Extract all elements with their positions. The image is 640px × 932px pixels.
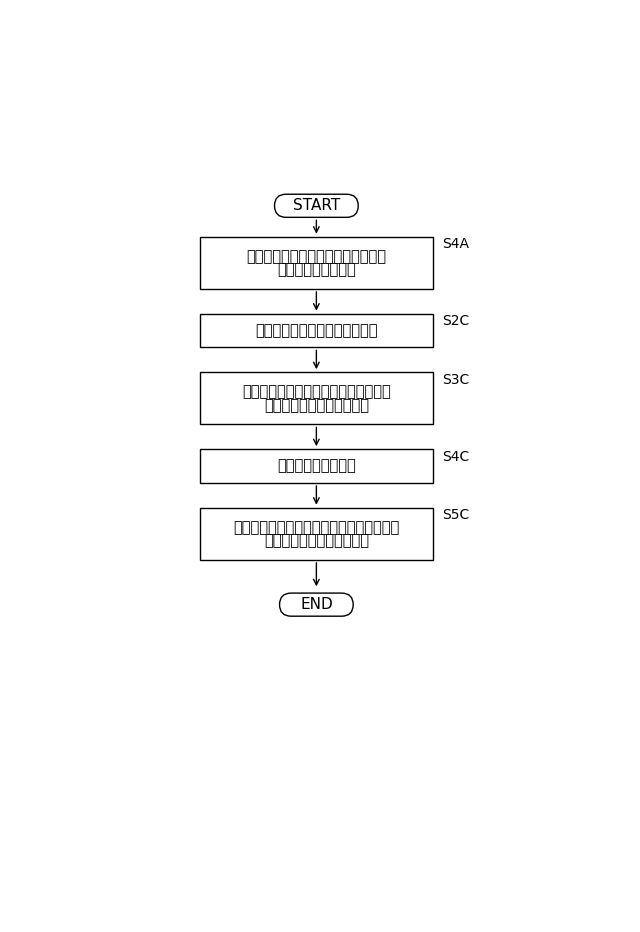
- FancyBboxPatch shape: [200, 449, 433, 483]
- Text: S2C: S2C: [442, 314, 469, 328]
- FancyBboxPatch shape: [200, 237, 433, 289]
- Text: ノイズの情報を記憶: ノイズの情報を記憶: [277, 459, 356, 473]
- Text: S4A: S4A: [442, 238, 469, 252]
- FancyBboxPatch shape: [200, 313, 433, 348]
- FancyBboxPatch shape: [275, 194, 358, 217]
- Text: START: START: [292, 199, 340, 213]
- Text: マイクアレイの指向性制御を解除、: マイクアレイの指向性制御を解除、: [246, 249, 387, 264]
- Text: 又は、左右に向ける: 又は、左右に向ける: [277, 262, 356, 277]
- Text: 実際のノイズレベルを検出: 実際のノイズレベルを検出: [264, 398, 369, 413]
- Text: S4C: S4C: [442, 450, 469, 464]
- FancyBboxPatch shape: [200, 372, 433, 424]
- Text: スピーカー出力分の音声を間引きし、: スピーカー出力分の音声を間引きし、: [242, 385, 391, 400]
- Text: マイクアレイの入力音声を取得: マイクアレイの入力音声を取得: [255, 323, 378, 338]
- Text: S5C: S5C: [442, 508, 469, 522]
- FancyBboxPatch shape: [200, 508, 433, 560]
- FancyBboxPatch shape: [280, 593, 353, 616]
- Text: ノイズの情報に基づいてスピーカー出力の: ノイズの情報に基づいてスピーカー出力の: [233, 520, 399, 535]
- Text: 音量、音響特性を自動調整: 音量、音響特性を自動調整: [264, 533, 369, 548]
- Text: S3C: S3C: [442, 373, 469, 387]
- Text: END: END: [300, 597, 333, 612]
